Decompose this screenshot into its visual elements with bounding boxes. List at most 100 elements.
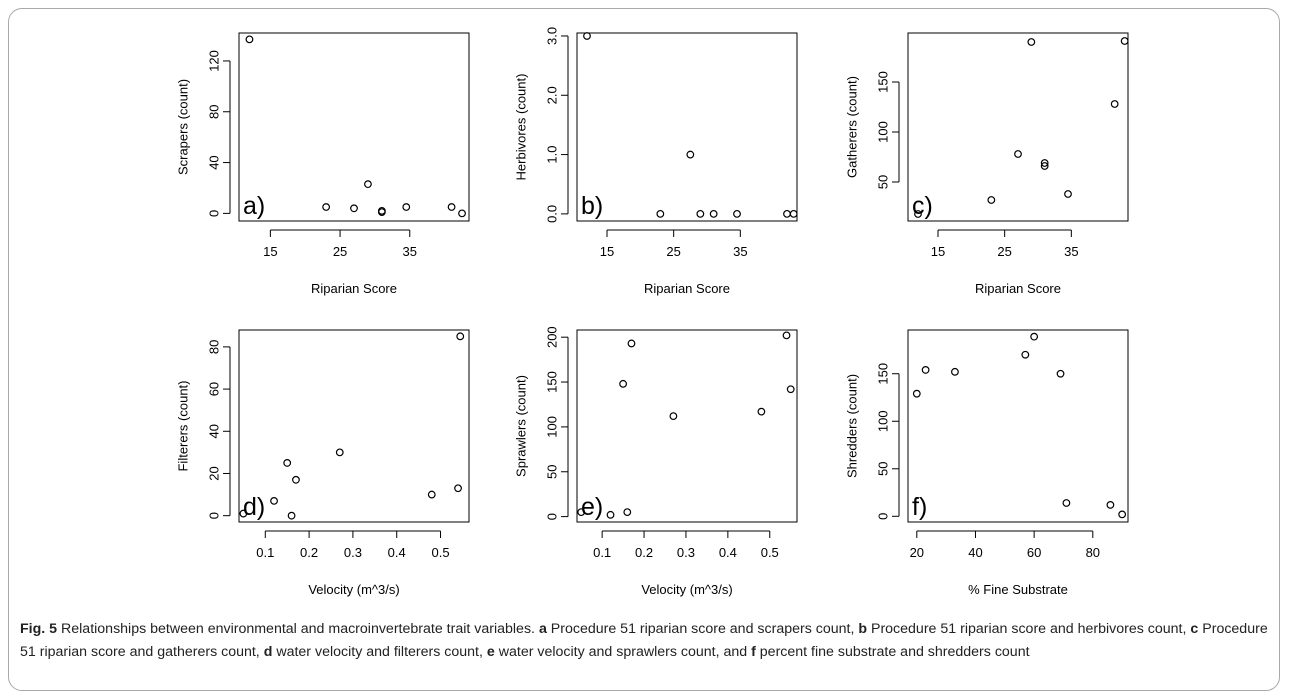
y-tick-label: 0.0 <box>544 205 559 223</box>
x-tick-label: 35 <box>403 244 417 259</box>
scatter-panel-e: 0.1 0.2 0.3 0.4 0.5 0 50 100 150 200 Velocity (m^3… <box>507 320 807 602</box>
y-tick-label: 100 <box>875 121 890 143</box>
data-point <box>364 180 372 189</box>
y-axis-title: Gatherers (count) <box>844 76 859 178</box>
caption-title: Relationships between environmental and … <box>61 621 535 637</box>
panel-label: f) <box>912 493 927 521</box>
plot-box <box>907 329 1129 523</box>
data-point <box>583 32 591 40</box>
x-tick-label: 0.3 <box>677 545 695 560</box>
data-point <box>656 209 665 218</box>
x-tick-label: 0.2 <box>300 545 318 560</box>
y-tick-label: 0 <box>206 210 221 217</box>
data-point <box>1120 37 1129 45</box>
panel-label: b) <box>581 192 603 220</box>
y-tick-label: 150 <box>544 371 559 393</box>
x-axis-title: Velocity (m^3/s) <box>641 582 732 597</box>
y-tick-label: 200 <box>544 326 559 348</box>
data-point <box>1040 162 1049 170</box>
data-point <box>454 484 462 493</box>
data-point <box>696 209 705 218</box>
y-axis-title: Filterers (count) <box>175 380 190 471</box>
data-point <box>1062 499 1071 507</box>
x-tick-label: 25 <box>333 244 347 259</box>
panel-label: c) <box>912 192 933 220</box>
scatter-plot-svg-e: 0.1 0.2 0.3 0.4 0.5 0 50 100 150 200 Velocity (m^3… <box>513 326 798 597</box>
x-tick-label: 0.5 <box>431 545 449 560</box>
y-tick-label: 40 <box>206 424 221 438</box>
data-point <box>733 209 741 218</box>
plot-box <box>238 329 470 523</box>
x-tick-label: 35 <box>733 244 747 259</box>
x-tick-label: 0.1 <box>256 545 274 560</box>
data-point <box>1106 500 1115 509</box>
data-point <box>627 339 636 348</box>
y-tick-label: 2.0 <box>544 86 559 104</box>
x-axis-title: % Fine Substrate <box>968 582 1068 597</box>
data-point <box>709 209 718 218</box>
caption-part-text-e: water velocity and sprawlers count, and <box>498 644 748 660</box>
scatter-plot-svg-c: 15 25 35 50 100 150 Riparian Score Gatherers (c… <box>844 32 1129 296</box>
y-tick-label: 0 <box>875 513 890 520</box>
caption-part-text-f: percent fine substrate and shredders cou… <box>759 644 1030 660</box>
data-point <box>951 367 959 376</box>
y-tick-label: 80 <box>206 340 221 354</box>
data-point <box>270 497 278 505</box>
plot-box <box>907 32 1129 222</box>
y-axis-title: Sprawlers (count) <box>513 375 528 477</box>
data-point <box>1040 159 1049 167</box>
data-point <box>623 508 632 517</box>
y-tick-label: 3.0 <box>544 27 559 45</box>
caption-part-letter-c: c <box>1190 621 1199 637</box>
y-tick-label: 50 <box>875 175 890 189</box>
x-axis-title: Riparian Score <box>644 281 730 296</box>
data-point <box>283 459 292 467</box>
panel-label: d) <box>243 493 265 521</box>
scatter-panel-d: 0.1 0.2 0.3 0.4 0.5 0 20 40 60 80 Velocity (m^3/s)… <box>169 320 479 602</box>
data-point <box>1110 100 1119 108</box>
y-tick-label: 120 <box>206 50 221 72</box>
data-point <box>1021 350 1030 359</box>
scatter-plot-svg-f: 20 40 60 80 0 50 100 150 % Fine Substrate Shredde… <box>844 329 1129 597</box>
y-tick-label: 150 <box>875 71 890 93</box>
y-axis-title: Shredders (count) <box>844 374 859 478</box>
data-point <box>783 209 791 218</box>
y-tick-label: 40 <box>206 155 221 169</box>
data-point <box>1118 510 1127 519</box>
data-point <box>287 511 296 520</box>
scatter-panel-f: 20 40 60 80 0 50 100 150 % Fine Substrate Shredde… <box>838 320 1138 602</box>
caption-part-letter-e: e <box>486 644 495 660</box>
x-tick-label: 0.4 <box>388 545 406 560</box>
scatter-plot-svg-d: 0.1 0.2 0.3 0.4 0.5 0 20 40 60 80 Velocity (m^3/s)… <box>175 329 470 597</box>
x-axis-title: Velocity (m^3/s) <box>308 582 399 597</box>
data-point <box>786 385 795 394</box>
data-point <box>577 508 586 517</box>
x-axis-title: Riparian Score <box>311 281 397 296</box>
y-tick-label: 100 <box>875 410 890 432</box>
data-point <box>1064 190 1072 198</box>
y-tick-label: 20 <box>206 466 221 480</box>
figure-caption: Fig. 5 Relationships between environment… <box>20 618 1270 664</box>
data-point <box>1027 38 1036 46</box>
x-tick-label: 25 <box>997 244 1011 259</box>
caption-part-text-a: Procedure 51 riparian score and scrapers… <box>550 621 855 637</box>
y-tick-label: 0 <box>206 512 221 519</box>
x-tick-label: 0.2 <box>635 545 653 560</box>
caption-part-letter-f: f <box>751 644 756 660</box>
y-tick-label: 1.0 <box>544 146 559 164</box>
data-point <box>921 366 930 374</box>
figure-frame <box>8 8 1280 691</box>
data-point <box>987 196 996 204</box>
caption-part-text-c: Procedure 51 riparian score and gatherer… <box>20 621 1268 660</box>
scatter-plot-svg-a: 15 25 35 0 40 80 120 Riparian Score Scrapers (co… <box>175 32 470 296</box>
caption-fig-label: Fig. 5 <box>20 621 58 637</box>
data-point <box>606 510 615 519</box>
data-point <box>1030 332 1039 341</box>
data-point <box>782 331 791 340</box>
data-point <box>458 209 466 218</box>
scatter-panel-b: 15 25 35 0.0 1.0 2.0 3.0 Riparian Score Herbivor… <box>507 23 807 301</box>
x-tick-label: 40 <box>968 545 982 560</box>
data-point <box>1014 150 1022 158</box>
data-point <box>350 204 358 213</box>
caption-part-text-b: Procedure 51 riparian score and herbivor… <box>870 621 1187 637</box>
